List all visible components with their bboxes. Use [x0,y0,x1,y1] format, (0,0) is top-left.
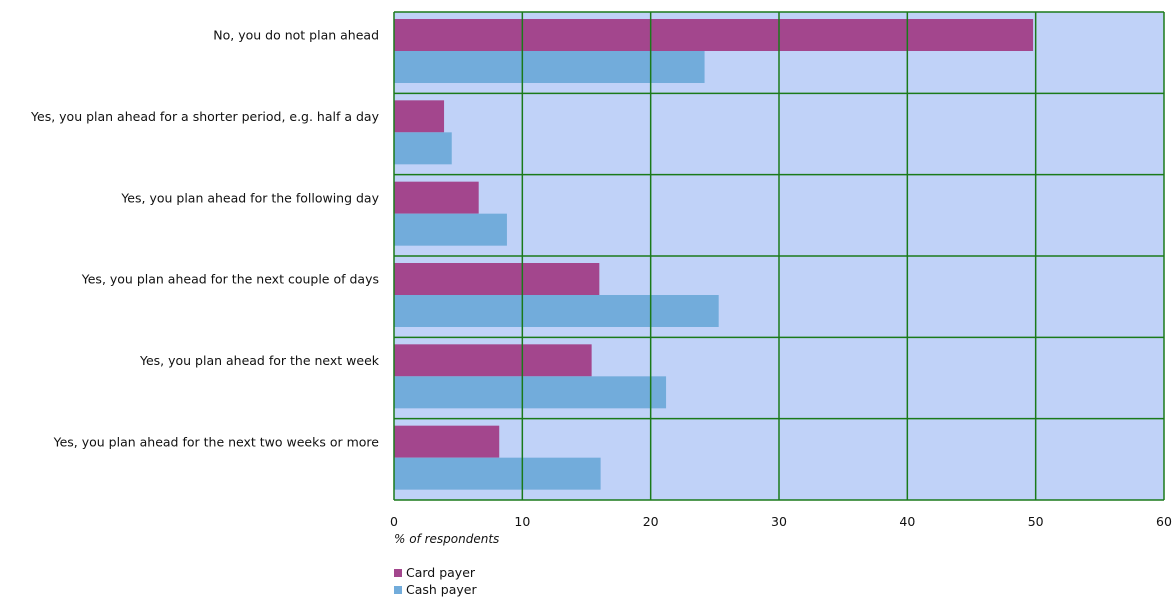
grid-lines [393,11,1165,501]
bar-card-payer-3 [394,263,600,295]
legend-label-card-payer: Card payer [406,565,476,580]
legend-swatch-card-payer [394,568,402,577]
x-tick-label-2: 20 [643,514,659,529]
bar-card-payer-1 [394,100,445,133]
x-tick-label-1: 10 [514,514,530,529]
x-tick-label-5: 50 [1028,514,1044,529]
bar-cash-payer-4 [394,376,667,409]
bars [394,19,1034,490]
x-tick-label-4: 40 [899,514,915,529]
x-tick-label-0: 0 [390,514,398,529]
x-tick-label-6: 60 [1156,514,1172,529]
legend-item-card-payer: Card payer [394,564,477,581]
bar-cash-payer-0 [394,51,705,83]
x-axis-label: % of respondents [394,532,499,546]
category-label-0: No, you do not plan ahead [213,28,379,43]
category-label-4: Yes, you plan ahead for the next week [139,353,380,368]
legend-label-cash-payer: Cash payer [406,582,477,597]
category-label-2: Yes, you plan ahead for the following da… [120,190,379,205]
legend-item-cash-payer: Cash payer [394,581,477,598]
bar-cash-payer-2 [394,213,507,246]
category-label-1: Yes, you plan ahead for a shorter period… [30,109,380,124]
category-label-3: Yes, you plan ahead for the next couple … [81,272,379,287]
x-tick-labels: 0 10 20 30 40 50 60 [390,514,1172,529]
legend: Card payer Cash payer [394,564,477,598]
category-label-5: Yes, you plan ahead for the next two wee… [53,434,380,449]
bar-card-payer-5 [394,425,500,458]
bar-card-payer-0 [394,19,1034,51]
bar-cash-payer-5 [394,457,601,490]
category-labels: No, you do not plan ahead Yes, you plan a… [30,28,380,450]
legend-swatch-cash-payer [394,585,402,594]
bar-cash-payer-1 [394,132,452,165]
bar-card-payer-4 [394,344,592,377]
bar-card-payer-2 [394,181,479,214]
bar-cash-payer-3 [394,295,719,327]
x-tick-label-3: 30 [771,514,787,529]
